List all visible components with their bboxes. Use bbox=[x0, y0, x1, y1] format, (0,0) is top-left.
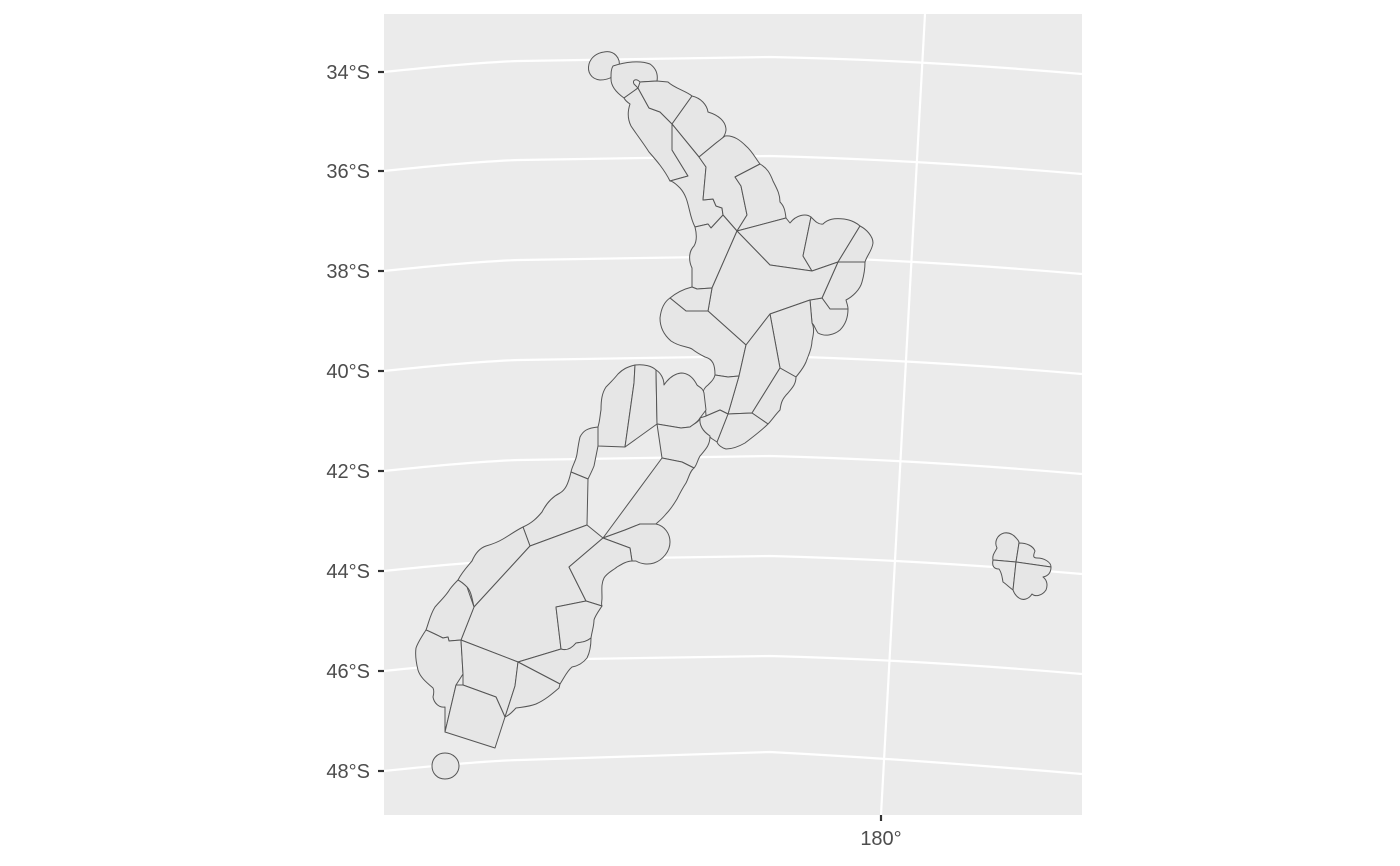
region-selwyn bbox=[568, 537, 633, 607]
region-hurunui bbox=[602, 523, 671, 565]
region-coromandel bbox=[698, 135, 761, 232]
region-hauraki bbox=[734, 163, 787, 232]
latitude-gridline-42s bbox=[383, 454, 1083, 476]
region-golden-bay bbox=[597, 364, 636, 448]
region-marlborough bbox=[656, 417, 711, 469]
region-hawkes-bay-south bbox=[769, 299, 815, 378]
latitude-gridline-34s bbox=[383, 55, 1083, 76]
y-axis-label: 36°S bbox=[326, 161, 370, 183]
y-axis-label: 38°S bbox=[326, 261, 370, 283]
y-axis-label: 40°S bbox=[326, 361, 370, 383]
region-whangarei bbox=[637, 80, 693, 125]
region-far-north bbox=[610, 61, 658, 99]
chatham-island-west bbox=[992, 559, 1017, 591]
region-southland-west bbox=[415, 629, 464, 733]
y-axis-label: 44°S bbox=[326, 561, 370, 583]
region-wairarapa bbox=[751, 367, 797, 425]
region-buller bbox=[570, 426, 599, 480]
chatham-island-east bbox=[1015, 542, 1052, 568]
region-invercargill bbox=[444, 684, 506, 749]
y-axis-label: 34°S bbox=[326, 62, 370, 84]
region-wairoa bbox=[821, 261, 866, 310]
region-taranaki bbox=[659, 297, 747, 378]
region-fiordland bbox=[425, 579, 475, 642]
region-westland-north bbox=[522, 471, 589, 547]
y-axis-label: 42°S bbox=[326, 461, 370, 483]
region-polygons bbox=[415, 51, 1052, 780]
region-wellington-east bbox=[716, 412, 769, 450]
stewart-island bbox=[431, 752, 460, 780]
y-axis-label: 46°S bbox=[326, 661, 370, 683]
y-axis-label: 48°S bbox=[326, 761, 370, 783]
longitude-gridline-180 bbox=[879, 13, 927, 816]
region-whakatane bbox=[802, 216, 861, 272]
region-kaikoura bbox=[602, 457, 695, 539]
region-otorohanga bbox=[669, 286, 713, 312]
latitude-gridline-36s bbox=[383, 154, 1083, 176]
x-axis-label: 180° bbox=[860, 828, 901, 850]
region-clutha bbox=[517, 637, 592, 685]
region-hawkes-bay-north bbox=[809, 297, 849, 336]
region-gisborne bbox=[837, 225, 874, 263]
y-axis-labels: 34°S 36°S 38°S 40°S 42°S 44°S 46°S 48°S bbox=[326, 62, 370, 783]
region-catlins bbox=[504, 661, 561, 718]
region-westland-south bbox=[457, 526, 531, 608]
chatham-island-north bbox=[992, 532, 1020, 563]
chatham-island-south bbox=[1012, 561, 1052, 600]
y-axis-ticks bbox=[378, 70, 384, 773]
region-tasman bbox=[624, 364, 658, 448]
